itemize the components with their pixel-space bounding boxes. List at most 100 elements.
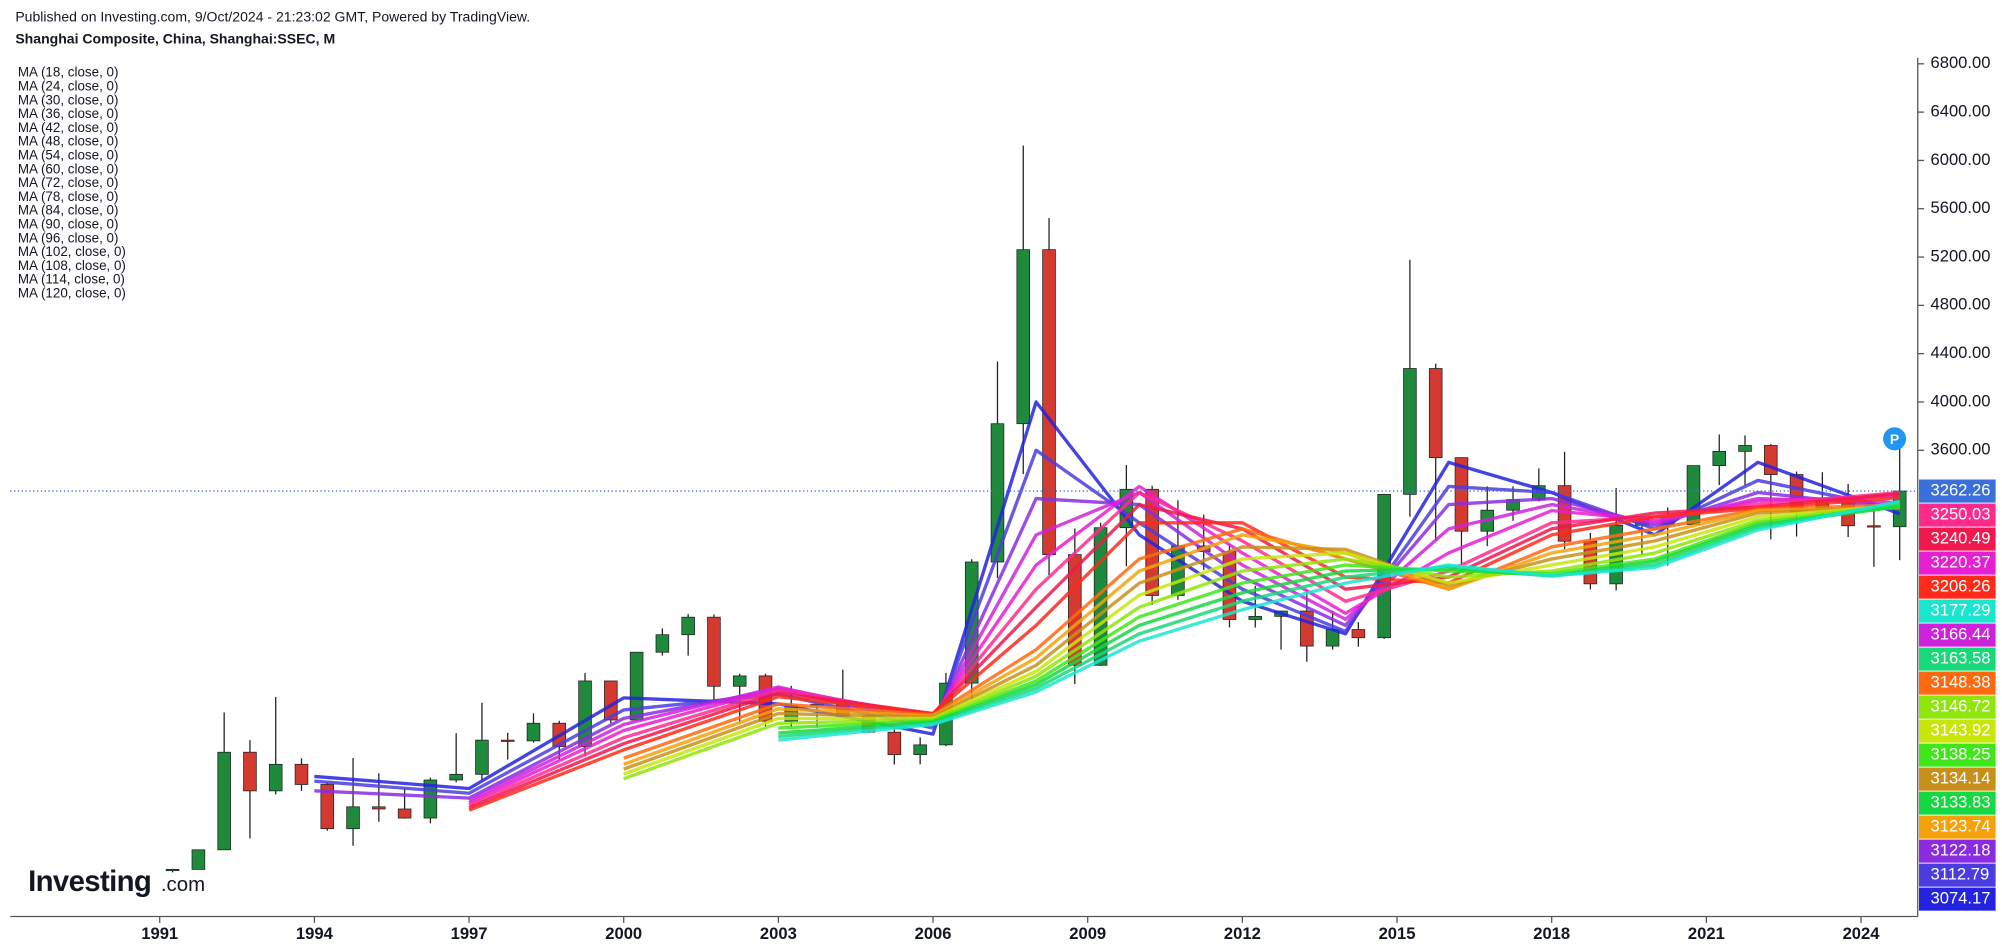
ma-label-box	[1919, 719, 1996, 743]
ma-value-label: 3134.14	[1931, 768, 1991, 787]
badge	[1883, 427, 1907, 451]
x-tick-label: 1994	[296, 924, 334, 943]
y-tick-label: 5600.00	[1931, 198, 1991, 217]
x-tick-label: 1991	[141, 924, 178, 943]
ma-line	[468, 484, 1900, 805]
candle-body	[1016, 249, 1031, 425]
x-tick-label: 2024	[1843, 924, 1881, 943]
price-label-box	[1919, 479, 1996, 503]
candle-body	[1712, 450, 1727, 467]
ma-label-box	[1919, 647, 1996, 671]
legend-entry: MA (30, close, 0)	[18, 92, 119, 107]
y-tick-label: 5200.00	[1931, 246, 1991, 265]
ma-line	[778, 501, 1901, 739]
candle-body	[707, 616, 721, 687]
published-note: Published on Investing.com, 9/Oct/2024 -…	[15, 9, 530, 25]
candle-body	[732, 675, 747, 687]
ma-value-label: 3166.44	[1931, 624, 1991, 643]
ma-value-label: 3206.26	[1931, 576, 1991, 595]
candle-body	[397, 808, 412, 819]
legend-entry: MA (54, close, 0)	[18, 147, 119, 162]
legend-entry: MA (90, close, 0)	[18, 216, 119, 231]
ma-label-box	[1919, 575, 1996, 599]
y-tick-label: 4400.00	[1931, 343, 1991, 362]
candle-body	[887, 731, 902, 756]
logo-text: Investing	[28, 865, 151, 898]
candle-body	[681, 616, 695, 636]
ma-label-box	[1919, 599, 1996, 623]
x-tick-label: 2015	[1379, 924, 1416, 943]
y-tick-label: 6800.00	[1931, 53, 1991, 72]
candle-body	[346, 806, 360, 830]
price-label: 3262.26	[1931, 480, 1991, 499]
logo: Investing .com	[28, 865, 205, 898]
legend-entry: MA (108, close, 0)	[18, 258, 126, 273]
ma-value-label: 3143.92	[1931, 720, 1991, 739]
legend-entry: MA (114, close, 0)	[18, 272, 125, 287]
legend-entry: MA (102, close, 0)	[18, 244, 126, 259]
ma-label-box	[1919, 791, 1996, 815]
ma-label-box	[1919, 839, 1996, 863]
ma-value-label: 3177.29	[1931, 600, 1991, 619]
legend-entry: MA (48, close, 0)	[18, 134, 119, 149]
candle-body	[475, 739, 489, 775]
legend-entry: MA (96, close, 0)	[18, 230, 119, 245]
candle-body	[526, 722, 541, 742]
logo-suffix: .com	[161, 873, 205, 896]
x-tick-label: 1997	[451, 924, 488, 943]
ma-line	[314, 400, 1901, 791]
ma-value-label: 3220.37	[1931, 552, 1991, 571]
y-tick-label: 4000.00	[1931, 391, 1991, 410]
ma-value-label: 3123.74	[1931, 816, 1991, 835]
ma-line	[778, 499, 1901, 742]
candle-body	[1454, 457, 1469, 532]
ma-label-box	[1919, 527, 1996, 551]
ma-value-label: 3138.25	[1931, 744, 1991, 763]
ma-label-box	[1919, 695, 1996, 719]
y-tick-label: 4800.00	[1931, 295, 1991, 314]
candle-body	[294, 763, 309, 785]
legend-entry: MA (24, close, 0)	[18, 78, 119, 93]
ma-line	[623, 506, 1900, 766]
candle-body	[913, 744, 927, 756]
candle-body	[320, 784, 335, 830]
ma-line	[314, 448, 1901, 795]
candle-body	[268, 763, 283, 792]
ma-label-box	[1919, 815, 1996, 839]
ma-label-box	[1919, 503, 1996, 527]
x-tick-label: 2021	[1688, 924, 1725, 943]
x-tick-label: 2003	[760, 924, 797, 943]
candle-body	[165, 868, 180, 872]
x-tick-label: 2006	[915, 924, 952, 943]
x-tick-label: 2009	[1069, 924, 1106, 943]
ma-value-label: 3122.18	[1931, 840, 1991, 859]
ma-value-label: 3133.83	[1931, 792, 1991, 811]
ma-line	[623, 504, 1900, 771]
ma-value-label: 3148.38	[1931, 672, 1991, 691]
badge-label: P	[1890, 431, 1899, 447]
x-tick-label: 2012	[1224, 924, 1261, 943]
ma-label-box	[1919, 743, 1996, 767]
candle-body	[1738, 445, 1752, 452]
y-tick-label: 3600.00	[1931, 440, 1991, 459]
ma-value-label: 3112.79	[1931, 864, 1990, 883]
candle-body	[1351, 629, 1366, 639]
y-tick-label: 6400.00	[1931, 101, 1991, 120]
candle-body	[1867, 525, 1881, 528]
ma-line	[778, 504, 1900, 735]
ma-value-label: 3240.49	[1931, 528, 1991, 547]
x-tick-label: 2000	[605, 924, 642, 943]
ma-label-box	[1919, 767, 1996, 791]
legend-entry: MA (84, close, 0)	[18, 203, 119, 218]
candle-body	[191, 849, 206, 870]
ma-line	[623, 503, 1900, 776]
ma-value-label: 3163.58	[1931, 648, 1991, 667]
x-tick-label: 2018	[1533, 924, 1570, 943]
ma-line	[468, 496, 1900, 812]
legend-entry: MA (18, close, 0)	[18, 65, 119, 80]
legend-entry: MA (120, close, 0)	[18, 285, 126, 300]
ma-label-box	[1919, 551, 1996, 575]
candle-body	[243, 751, 257, 792]
legend-entry: MA (36, close, 0)	[18, 106, 119, 121]
